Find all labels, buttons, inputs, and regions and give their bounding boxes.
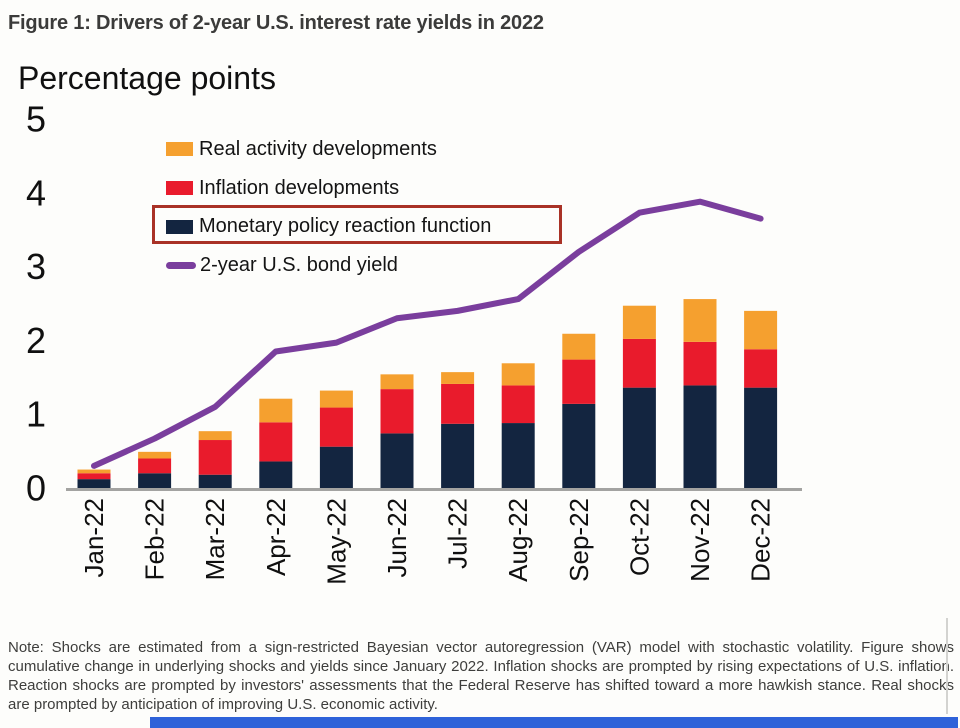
bar-segment [441, 372, 475, 384]
x-axis-label: Jun-22 [382, 498, 412, 578]
bar-segment [138, 473, 172, 488]
bar-segment [501, 363, 535, 386]
x-axis-label: Dec-22 [746, 498, 776, 582]
y-axis-tick-label: 2 [26, 320, 46, 361]
bar-segment [380, 374, 414, 390]
bar-segment [77, 473, 111, 480]
chart-legend: Real activity developments Inflation dev… [152, 130, 606, 285]
bar-segment [744, 349, 778, 388]
legend-item-monetary-policy: Monetary policy reaction function [166, 207, 606, 246]
legend-label: 2-year U.S. bond yield [200, 253, 398, 276]
x-axis-label: Aug-22 [503, 498, 533, 582]
y-axis-tick-label: 0 [26, 468, 46, 509]
legend-item-bond-yield: 2-year U.S. bond yield [166, 246, 606, 285]
x-axis-label: Jan-22 [79, 498, 109, 578]
bond-yield-line [91, 198, 764, 469]
bar-segment [622, 338, 656, 388]
right-edge-divider [946, 618, 948, 714]
x-axis-label: Feb-22 [140, 498, 170, 580]
y-axis-tick-label: 3 [26, 246, 46, 287]
bar-segment [259, 461, 293, 488]
figure-title: Figure 1: Drivers of 2-year U.S. interes… [8, 12, 544, 34]
real-activity-swatch-icon [166, 142, 193, 157]
y-axis-tick-label: 1 [26, 394, 46, 435]
bar-segment [319, 446, 353, 488]
bar-segment [441, 383, 475, 424]
bar-segment [319, 407, 353, 447]
bar-segment [319, 390, 353, 408]
bar-segment [380, 433, 414, 488]
y-axis-tick-label: 5 [26, 99, 46, 140]
bar-segment [501, 423, 535, 488]
bar-segment [259, 398, 293, 423]
bar-segment [744, 310, 778, 350]
x-axis-label: Nov-22 [685, 498, 715, 582]
bar-segment [683, 341, 717, 386]
bar-segment [744, 387, 778, 488]
bond-yield-line-swatch-icon [166, 261, 196, 269]
bar-segment [77, 469, 111, 474]
bar-segment [77, 479, 111, 488]
bar-segment [562, 359, 596, 404]
legend-label: Inflation developments [199, 176, 400, 199]
x-axis-label: Oct-22 [624, 498, 654, 576]
x-axis-label: Sep-22 [564, 498, 594, 582]
bar-segment [501, 385, 535, 424]
legend-label: Real activity developments [199, 137, 437, 160]
bar-segment [562, 333, 596, 360]
monetary-policy-swatch-icon [166, 219, 193, 234]
bar-segment [683, 385, 717, 488]
bar-segment [138, 458, 172, 474]
bar-segment [198, 440, 232, 475]
x-axis-label: May-22 [321, 498, 351, 585]
x-axis-label: Jul-22 [443, 498, 473, 569]
y-axis-title: Percentage points [18, 60, 276, 96]
bar-segment [622, 305, 656, 339]
bar-segment [138, 451, 172, 459]
bar-segment [683, 299, 717, 342]
legend-item-inflation: Inflation developments [166, 169, 606, 208]
bar-segment [622, 387, 656, 488]
inflation-swatch-icon [166, 181, 193, 196]
bar-segment [198, 474, 232, 488]
bar-segment [441, 423, 475, 488]
legend-label: Monetary policy reaction function [199, 215, 492, 238]
figure-note: Note: Shocks are estimated from a sign-r… [8, 639, 954, 714]
bar-segment [380, 389, 414, 434]
bar-segment [562, 403, 596, 488]
bar-segment [198, 431, 232, 441]
bar-segment [259, 422, 293, 462]
legend-item-real-activity: Real activity developments [166, 130, 606, 169]
footer-accent-bar [150, 717, 958, 728]
y-axis-tick-label: 4 [26, 172, 46, 213]
x-axis-label: Apr-22 [261, 498, 291, 576]
x-axis-label: Mar-22 [200, 498, 230, 580]
